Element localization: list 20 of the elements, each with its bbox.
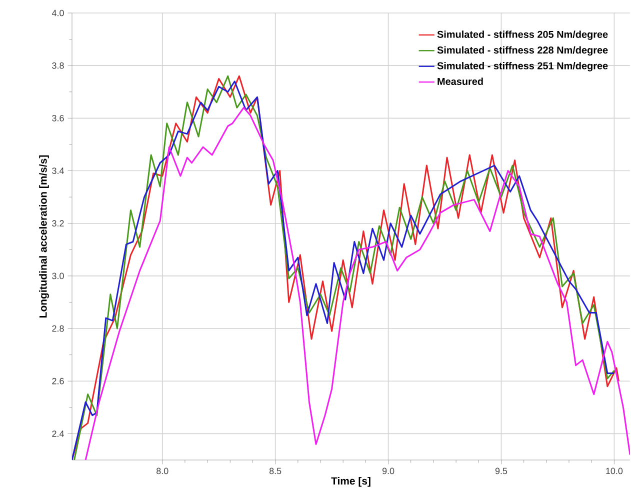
y-axis-title: Longitudinal acceleration [m/s/s] [39,155,49,318]
legend-label: Simulated - stiffness 205 Nm/degree [437,30,608,40]
y-tick-label: 2.4 [52,430,64,437]
y-tick-label: 3.8 [52,62,64,69]
y-tick-label: 4.0 [52,10,64,16]
y-tick-label: 2.8 [52,325,64,332]
legend-label: Simulated - stiffness 251 Nm/degree [437,62,608,72]
legend-label: Simulated - stiffness 228 Nm/degree [437,46,608,56]
legend-label: Measured [438,78,483,85]
x-tick-label: 10.0 [606,468,623,474]
x-tick-label: 9.0 [382,468,394,474]
y-tick-label: 2.6 [52,378,64,384]
x-tick-label: 8.0 [156,468,168,474]
x-tick-label: 8.5 [269,468,282,474]
x-tick-label: 9.5 [495,468,508,474]
y-tick-label: 3.4 [52,168,64,174]
x-axis-title: Time [s] [331,476,370,487]
y-tick-label: 3.6 [52,114,64,122]
y-tick-label: 3.2 [52,220,64,227]
y-tick-label: 3.0 [52,272,64,280]
